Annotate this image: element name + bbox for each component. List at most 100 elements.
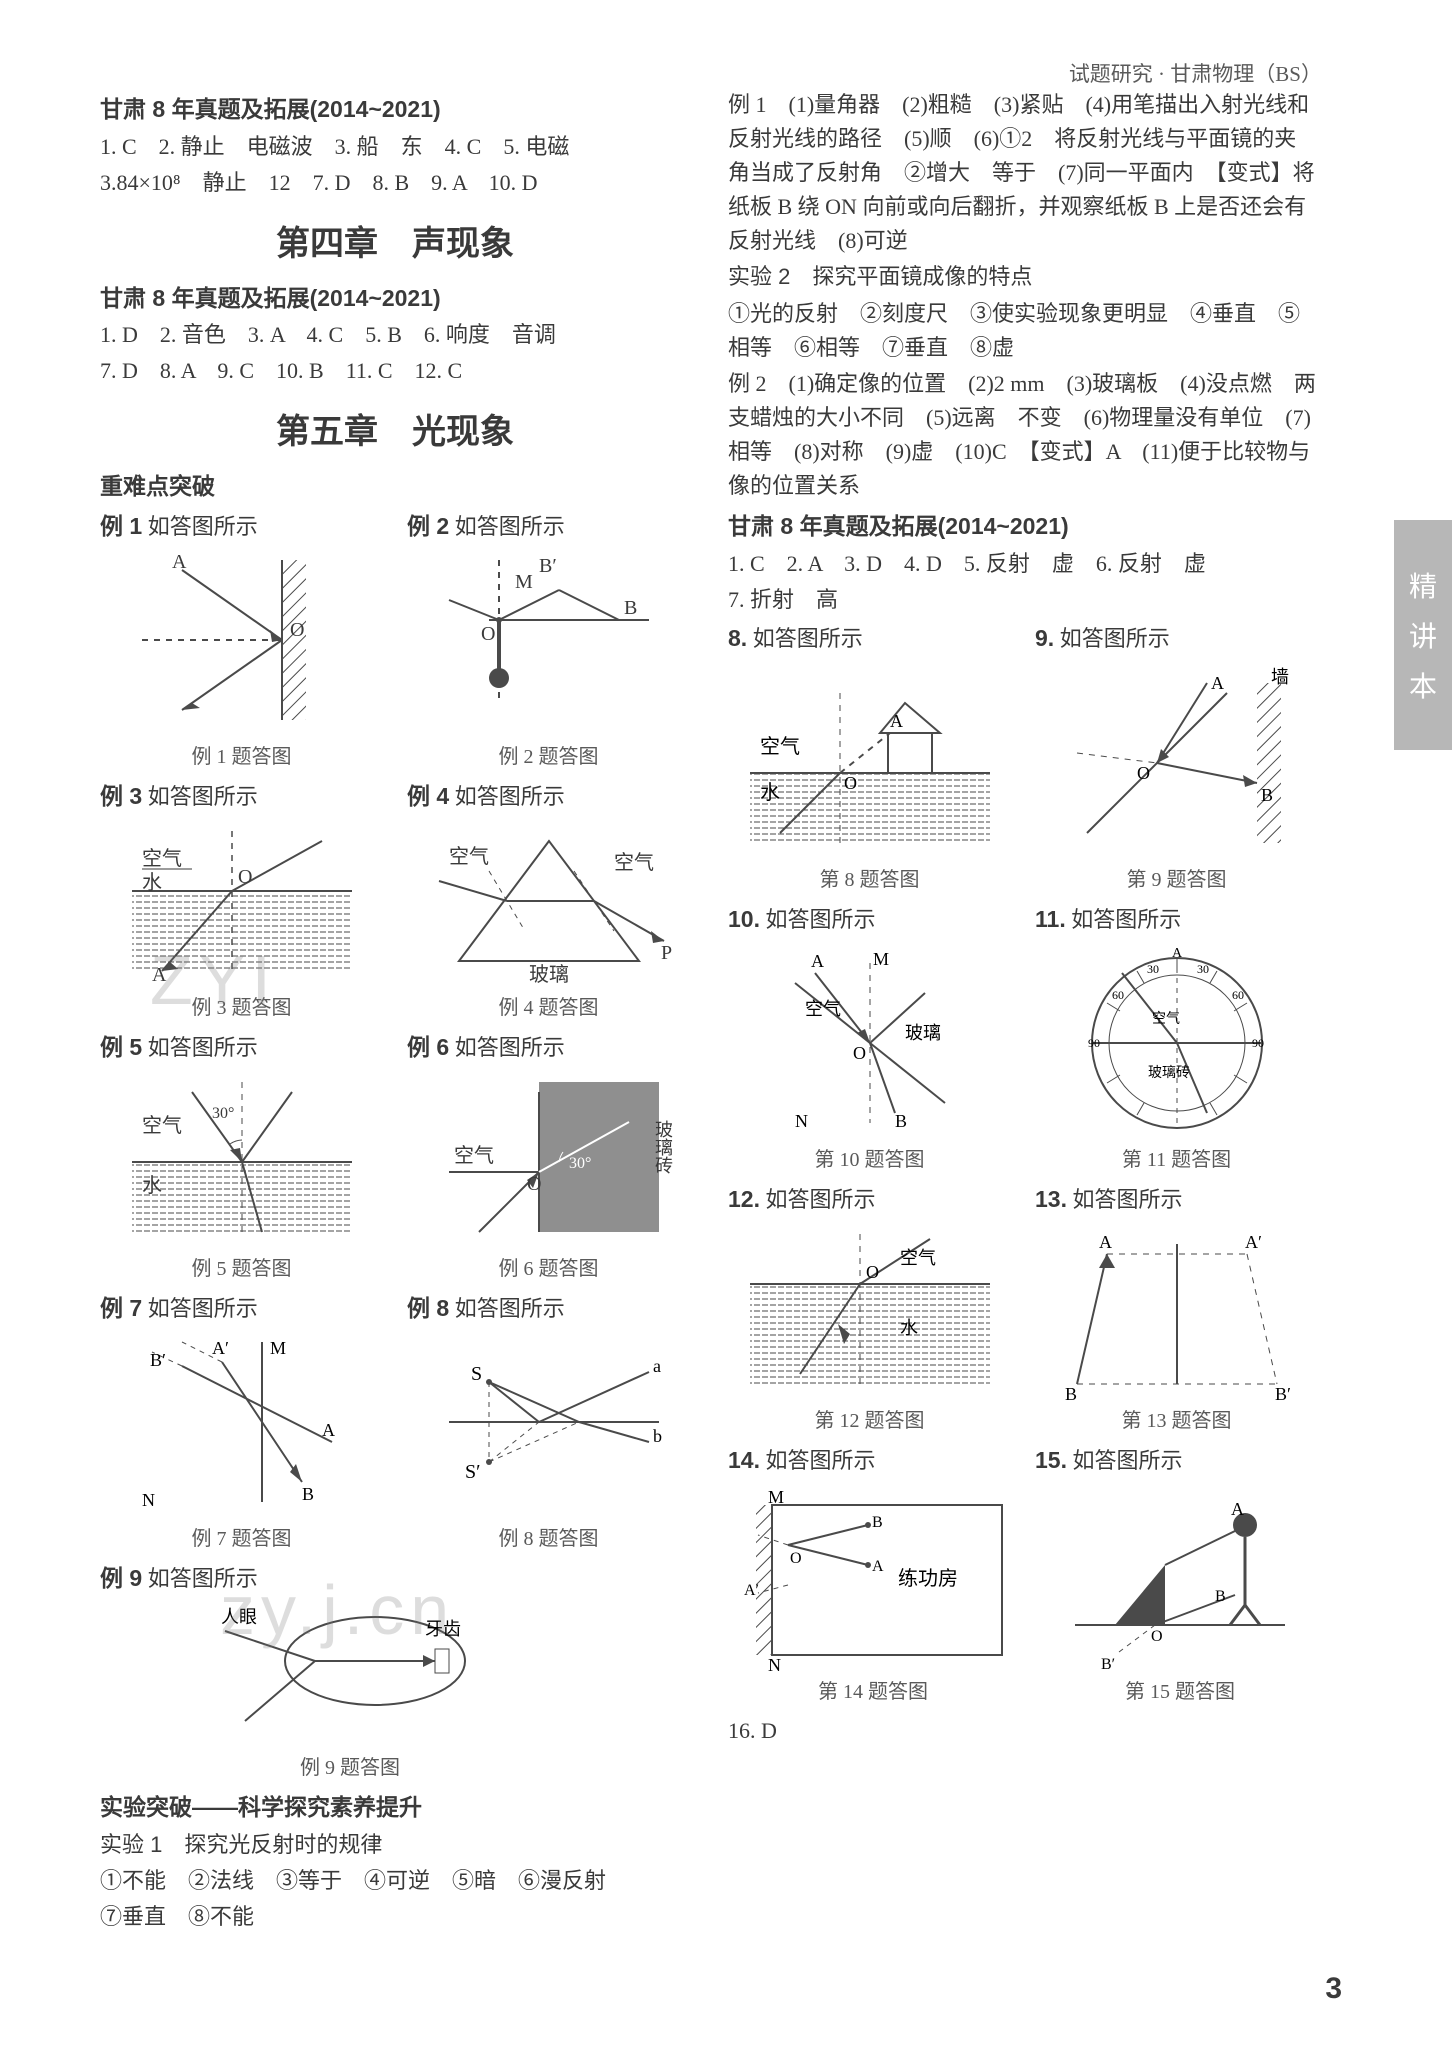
question-label: 10. bbox=[728, 906, 760, 932]
fig-caption: 例 7 题答图 bbox=[192, 1524, 292, 1555]
example-label: 例 8 bbox=[407, 1295, 449, 1321]
fig-ex7-icon: M N B′ A′ A B bbox=[122, 1332, 362, 1522]
svg-text:A: A bbox=[890, 711, 903, 731]
svg-text:玻璃: 玻璃 bbox=[905, 1023, 941, 1043]
svg-text:空气: 空气 bbox=[142, 847, 182, 870]
svg-text:A: A bbox=[872, 1558, 884, 1575]
question-label: 9. bbox=[1035, 625, 1054, 651]
fig-caption: 例 1 题答图 bbox=[192, 742, 292, 773]
figure-row: M N B A A′ O 练功房 第 14 题答图 bbox=[728, 1485, 1318, 1708]
fig-q12-icon: O 空气 水 bbox=[740, 1224, 1000, 1404]
svg-text:空气: 空气 bbox=[449, 845, 489, 868]
fig-ex3-icon: 空气 水 O A bbox=[122, 821, 362, 991]
example-label: 例 3 bbox=[100, 783, 142, 809]
example-paragraph: 例 2 (1)确定像的位置 (2)2 mm (3)玻璃板 (4)没点燃 两支蜡烛… bbox=[728, 367, 1318, 503]
svg-text:A: A bbox=[172, 551, 187, 573]
section-heading: 重难点突破 bbox=[100, 469, 690, 505]
svg-text:人眼: 人眼 bbox=[221, 1607, 257, 1627]
svg-text:O: O bbox=[853, 1043, 866, 1063]
figure-row: A M 空气 玻璃 O B N 第 10 题答图 bbox=[728, 943, 1318, 1176]
fig-caption: 例 3 题答图 bbox=[192, 993, 292, 1024]
figure-row: M N B′ A′ A B 例 7 题答图 bbox=[100, 1332, 690, 1555]
svg-text:A: A bbox=[1231, 1499, 1244, 1519]
example-text: 如答图所示 bbox=[455, 514, 565, 539]
svg-text:水: 水 bbox=[900, 1318, 918, 1338]
fig-caption: 第 8 题答图 bbox=[820, 865, 920, 896]
figure-row: 人眼 牙齿 例 9 题答图 bbox=[100, 1601, 690, 1784]
svg-text:O: O bbox=[290, 619, 304, 641]
question-text: 如答图所示 bbox=[765, 1448, 875, 1473]
svg-text:30: 30 bbox=[1197, 962, 1209, 976]
question-text: 如答图所示 bbox=[1060, 626, 1170, 651]
svg-text:60: 60 bbox=[1112, 988, 1124, 1002]
example-text: 如答图所示 bbox=[148, 1035, 258, 1060]
svg-text:B′: B′ bbox=[1101, 1656, 1115, 1673]
svg-text:空气: 空气 bbox=[142, 1114, 182, 1137]
experiment-title: 实验 1 探究光反射时的规律 bbox=[100, 1828, 690, 1862]
fig-ex6-icon: 30° 空气 O 玻璃砖 bbox=[419, 1072, 679, 1252]
question-text: 如答图所示 bbox=[765, 1187, 875, 1212]
question-text: 如答图所示 bbox=[1072, 1187, 1182, 1212]
svg-text:A′: A′ bbox=[744, 1582, 759, 1599]
question-row: 14. 如答图所示 15. 如答图所示 bbox=[728, 1443, 1318, 1479]
svg-text:玻璃: 玻璃 bbox=[529, 963, 569, 986]
svg-text:B: B bbox=[624, 597, 637, 619]
question-row: 8. 如答图所示 9. 如答图所示 bbox=[728, 621, 1318, 657]
section-heading: 实验突破——科学探究素养提升 bbox=[100, 1790, 690, 1826]
fig-caption: 第 11 题答图 bbox=[1122, 1145, 1231, 1176]
question-text: 如答图所示 bbox=[753, 626, 863, 651]
two-column-layout: 甘肃 8 年真题及拓展(2014~2021) 1. C 2. 静止 电磁波 3.… bbox=[100, 60, 1372, 1936]
question-label: 15. bbox=[1035, 1447, 1067, 1473]
answer-line: 1. C 2. A 3. D 4. D 5. 反射 虚 6. 反射 虚 bbox=[728, 547, 1318, 581]
example-text: 如答图所示 bbox=[455, 1035, 565, 1060]
example-label: 例 7 bbox=[100, 1295, 142, 1321]
example-text: 如答图所示 bbox=[455, 1296, 565, 1321]
fig-ex9-icon: 人眼 牙齿 bbox=[185, 1601, 515, 1751]
svg-text:O: O bbox=[527, 1173, 541, 1195]
fig-q8-icon: 空气 水 A O bbox=[740, 663, 1000, 863]
svg-text:A: A bbox=[152, 964, 167, 986]
svg-text:B: B bbox=[1065, 1384, 1077, 1404]
svg-text:水: 水 bbox=[760, 781, 780, 804]
fig-caption: 例 9 题答图 bbox=[300, 1753, 400, 1784]
question-text: 如答图所示 bbox=[765, 907, 875, 932]
fig-q15-icon: A B B′ O bbox=[1055, 1485, 1305, 1675]
svg-text:空气: 空气 bbox=[1152, 1011, 1180, 1027]
svg-text:M: M bbox=[515, 571, 533, 593]
svg-text:b: b bbox=[653, 1426, 662, 1446]
figure-row: 空气 水 O A 例 3 题答图 bbox=[100, 821, 690, 1024]
header-right: 试题研究 · 甘肃物理（BS） bbox=[1069, 58, 1322, 88]
svg-text:M: M bbox=[768, 1487, 784, 1507]
question-label: 12. bbox=[728, 1186, 760, 1212]
svg-text:N: N bbox=[768, 1655, 781, 1675]
side-tab-char: 讲 bbox=[1409, 615, 1437, 655]
question-text: 如答图所示 bbox=[1071, 907, 1181, 932]
svg-text:S′: S′ bbox=[465, 1461, 481, 1483]
svg-text:B: B bbox=[302, 1484, 314, 1504]
answer-line: 7. D 8. A 9. C 10. B 11. C 12. C bbox=[100, 354, 690, 388]
fig-caption: 第 12 题答图 bbox=[815, 1406, 925, 1437]
svg-text:空气: 空气 bbox=[454, 1144, 494, 1167]
fig-caption: 例 8 题答图 bbox=[499, 1524, 599, 1555]
svg-text:O: O bbox=[481, 623, 495, 645]
fig-q13-icon: A A′ B B′ bbox=[1047, 1224, 1307, 1404]
svg-text:90: 90 bbox=[1252, 1036, 1264, 1050]
left-column: 甘肃 8 年真题及拓展(2014~2021) 1. C 2. 静止 电磁波 3.… bbox=[100, 60, 690, 1936]
svg-text:S: S bbox=[471, 1363, 482, 1385]
svg-text:A: A bbox=[1172, 946, 1183, 961]
fig-q9-icon: A B O 墙 bbox=[1047, 663, 1307, 863]
svg-text:空气: 空气 bbox=[614, 851, 654, 874]
svg-text:A: A bbox=[322, 1420, 335, 1440]
fig-caption: 第 14 题答图 bbox=[818, 1677, 928, 1708]
svg-text:空气: 空气 bbox=[900, 1248, 936, 1268]
svg-text:B′: B′ bbox=[150, 1350, 166, 1370]
experiment-text: ⑦垂直 ⑧不能 bbox=[100, 1900, 690, 1934]
example-label: 例 6 bbox=[407, 1034, 449, 1060]
svg-text:A: A bbox=[1099, 1232, 1112, 1252]
fig-caption: 第 10 题答图 bbox=[815, 1145, 925, 1176]
chapter-title: 第四章 声现象 bbox=[100, 218, 690, 271]
question-label: 13. bbox=[1035, 1186, 1067, 1212]
exam-header: 甘肃 8 年真题及拓展(2014~2021) bbox=[100, 281, 690, 317]
svg-text:水: 水 bbox=[142, 871, 162, 894]
svg-text:B: B bbox=[1215, 1588, 1226, 1605]
